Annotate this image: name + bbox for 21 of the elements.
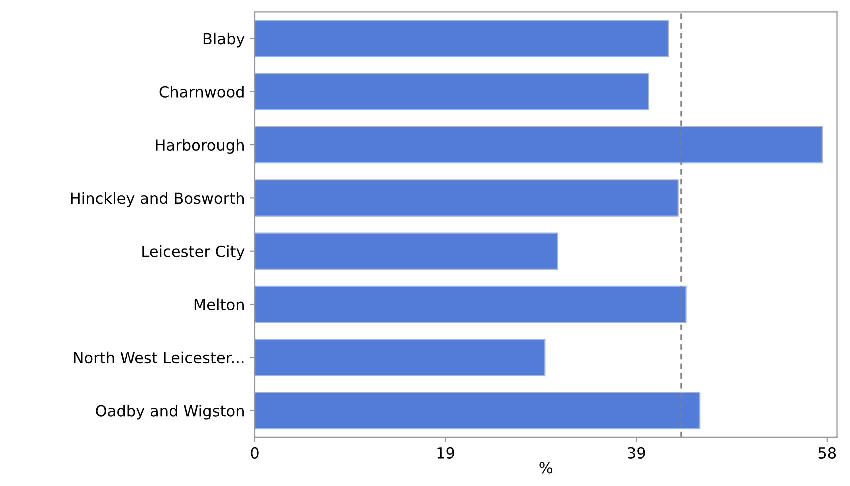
bar [255, 232, 559, 270]
bar [255, 392, 701, 430]
y-tick-label: Blaby [204, 32, 245, 48]
y-tick-label: Leicester City [142, 246, 245, 260]
bar [255, 339, 546, 376]
bar [255, 180, 679, 217]
x-tick-label: 39 [628, 447, 646, 459]
y-tick-label: Melton [194, 298, 244, 311]
y-tick-label: Hinckley and Bosworth [71, 192, 244, 208]
x-axis-title: % [540, 462, 553, 474]
y-tick-label: Oadby and Wigston [96, 405, 244, 420]
bar [255, 73, 650, 111]
x-tick-label: 0 [251, 447, 259, 459]
y-tick-label: Charnwood [160, 86, 244, 98]
y-tick-label: Harborough [156, 139, 244, 154]
x-tick-label: 19 [438, 447, 454, 459]
bar [255, 20, 670, 58]
x-tick-label: 58 [818, 447, 836, 459]
bar [255, 286, 687, 324]
y-tick-label: North West Leicester... [74, 352, 244, 364]
bar [255, 126, 823, 164]
